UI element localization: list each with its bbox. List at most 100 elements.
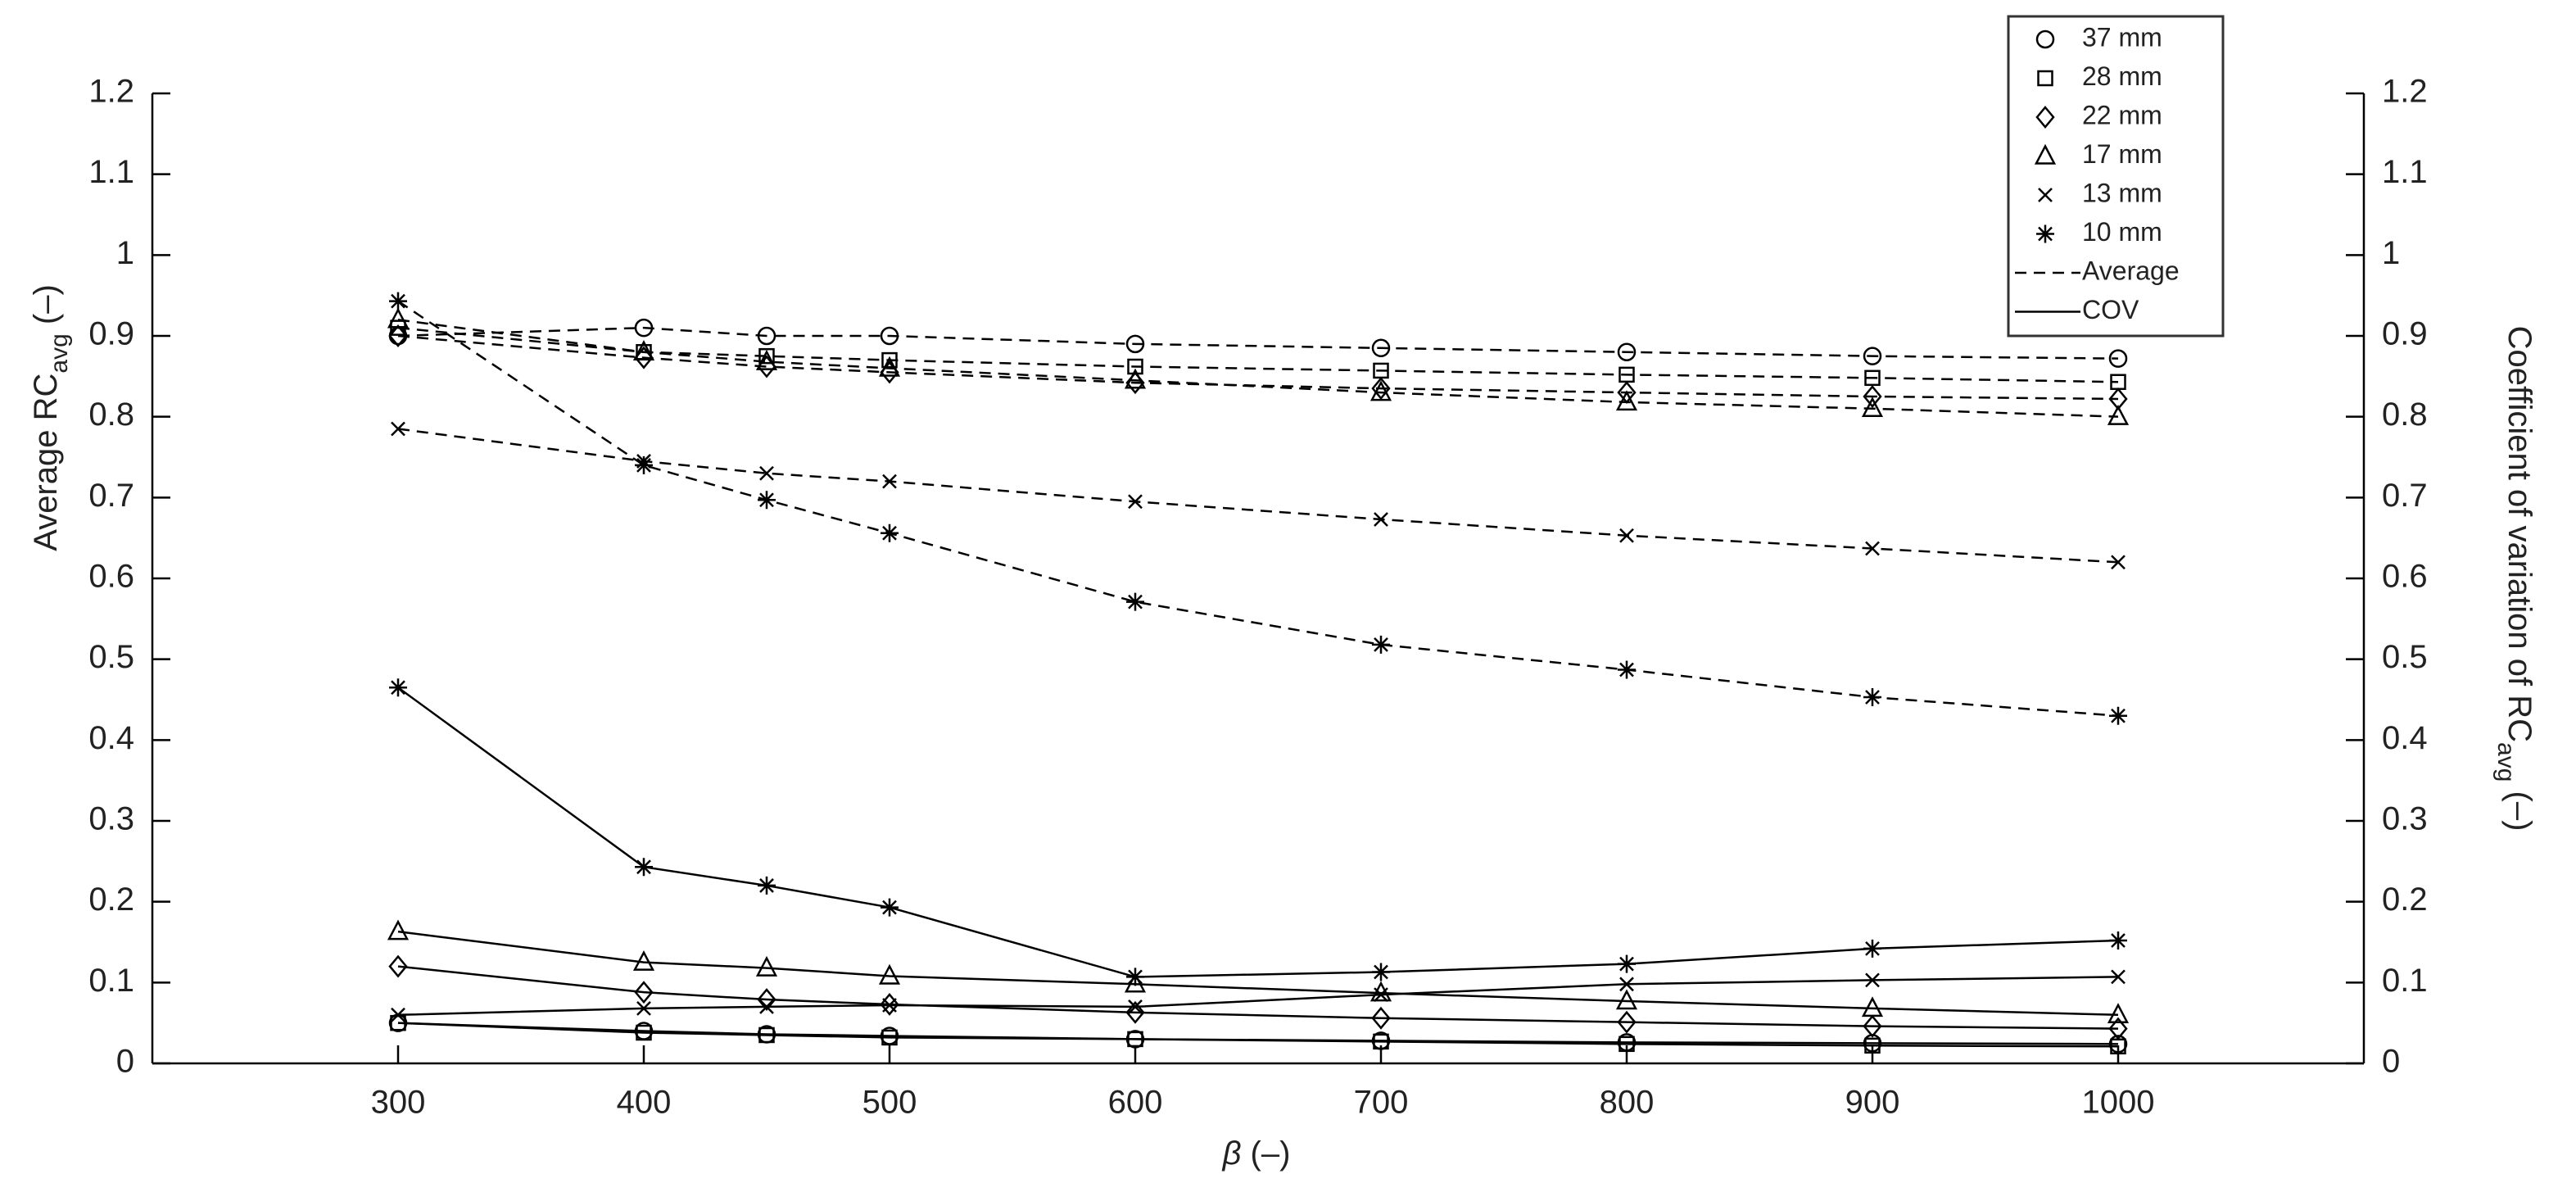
marker xyxy=(1371,1006,1391,1030)
legend-marker xyxy=(2038,188,2053,202)
marker xyxy=(1619,528,1634,543)
marker xyxy=(881,523,899,542)
legend: 37 mm 28 mm 22 mm 17 mm 13 mm 10 mm Average COV xyxy=(2007,15,2225,338)
marker xyxy=(1863,688,1881,707)
y2-tick-label: 0.2 xyxy=(2382,882,2428,918)
data-line xyxy=(397,319,2119,418)
marker xyxy=(632,950,655,971)
marker xyxy=(878,356,901,377)
marker xyxy=(636,1001,651,1016)
marker xyxy=(387,919,410,940)
marker xyxy=(2109,931,2127,950)
marker xyxy=(636,1024,652,1041)
legend-label: 17 mm xyxy=(2082,139,2162,169)
x-tick-label: 300 xyxy=(371,1085,426,1121)
marker xyxy=(881,351,898,369)
data-line xyxy=(397,930,2119,1017)
y-tick-label: 0.8 xyxy=(88,397,134,433)
marker xyxy=(391,421,405,437)
legend-marker xyxy=(2035,29,2055,49)
x-tick-label: 1000 xyxy=(2082,1085,2155,1121)
marker xyxy=(1863,385,1882,408)
marker xyxy=(1865,972,1880,988)
legend-marker xyxy=(2034,143,2057,165)
y-tick-label: 0.4 xyxy=(88,720,134,756)
marker xyxy=(2108,1035,2128,1054)
marker xyxy=(389,292,407,310)
marker xyxy=(2111,555,2126,570)
data-line xyxy=(397,334,2119,401)
marker xyxy=(759,999,774,1014)
marker xyxy=(635,455,653,474)
marker xyxy=(2108,349,2128,368)
y2-tick-label: 0.7 xyxy=(2382,478,2428,514)
marker xyxy=(878,963,901,985)
marker xyxy=(1615,390,1638,411)
y-tick-label: 0.6 xyxy=(88,559,134,595)
x-tick-label: 600 xyxy=(1108,1085,1163,1121)
marker xyxy=(387,307,410,329)
marker xyxy=(1617,342,1637,361)
legend-marker xyxy=(2037,70,2053,87)
y2-axis-label: Coefficient of variation of RCavg (–) xyxy=(2492,326,2538,832)
marker xyxy=(391,1007,405,1022)
y-tick-label: 0.3 xyxy=(88,801,134,837)
y-tick-label: 0.1 xyxy=(88,963,134,999)
y-tick-label: 1.2 xyxy=(88,74,134,110)
marker xyxy=(1864,369,1881,387)
legend-label: 13 mm xyxy=(2082,178,2162,207)
marker xyxy=(634,981,654,1004)
marker xyxy=(1128,494,1143,510)
data-line xyxy=(397,326,2119,360)
marker xyxy=(2108,1017,2128,1040)
y-tick-label: 0.2 xyxy=(88,882,134,918)
y2-tick-label: 1.1 xyxy=(2382,154,2428,190)
marker xyxy=(1863,1014,1882,1038)
data-line xyxy=(397,965,2119,1030)
y2-tick-label: 0.8 xyxy=(2382,397,2428,433)
data-line xyxy=(397,976,2119,1017)
y-tick-label: 0.5 xyxy=(88,639,134,675)
y-label-unit: (–) xyxy=(28,284,64,333)
marker xyxy=(1126,968,1144,986)
marker xyxy=(1369,981,1392,1002)
marker xyxy=(755,349,778,370)
x-tick-label: 500 xyxy=(862,1085,917,1121)
marker xyxy=(880,326,899,346)
marker xyxy=(634,318,654,338)
data-line xyxy=(397,687,2119,978)
marker xyxy=(1124,368,1147,389)
marker xyxy=(635,858,653,877)
y2-tick-label: 0.6 xyxy=(2382,559,2428,595)
marker xyxy=(1372,963,1390,981)
y-tick-label: 0.7 xyxy=(88,478,134,514)
x-tick-label: 400 xyxy=(617,1085,672,1121)
marker xyxy=(1617,1010,1637,1034)
marker xyxy=(1861,996,1884,1018)
legend-marker xyxy=(2035,106,2055,129)
y2-label-unit: (–) xyxy=(2501,782,2538,831)
marker xyxy=(1371,338,1391,358)
marker xyxy=(1374,512,1388,527)
x-tick-label: 900 xyxy=(1845,1085,1900,1121)
marker xyxy=(882,998,897,1013)
marker xyxy=(758,1027,775,1044)
marker xyxy=(881,898,899,917)
legend-label: Average xyxy=(2082,256,2180,285)
marker xyxy=(1371,377,1391,401)
marker xyxy=(757,326,776,346)
y-tick-label: 0.9 xyxy=(88,316,134,352)
marker xyxy=(1373,1033,1389,1050)
marker xyxy=(881,1029,898,1046)
y-axis-label: Average RCavg (–) xyxy=(28,284,74,551)
y-tick-label: 0 xyxy=(116,1044,134,1080)
data-line xyxy=(397,1022,2119,1048)
legend-label: 10 mm xyxy=(2082,217,2162,247)
x-label-symbol: β xyxy=(1222,1135,1242,1172)
marker xyxy=(758,347,775,365)
marker xyxy=(1618,1036,1635,1053)
x-axis-label: β (–) xyxy=(1222,1135,1291,1172)
marker xyxy=(1619,977,1634,992)
marker xyxy=(632,340,655,360)
